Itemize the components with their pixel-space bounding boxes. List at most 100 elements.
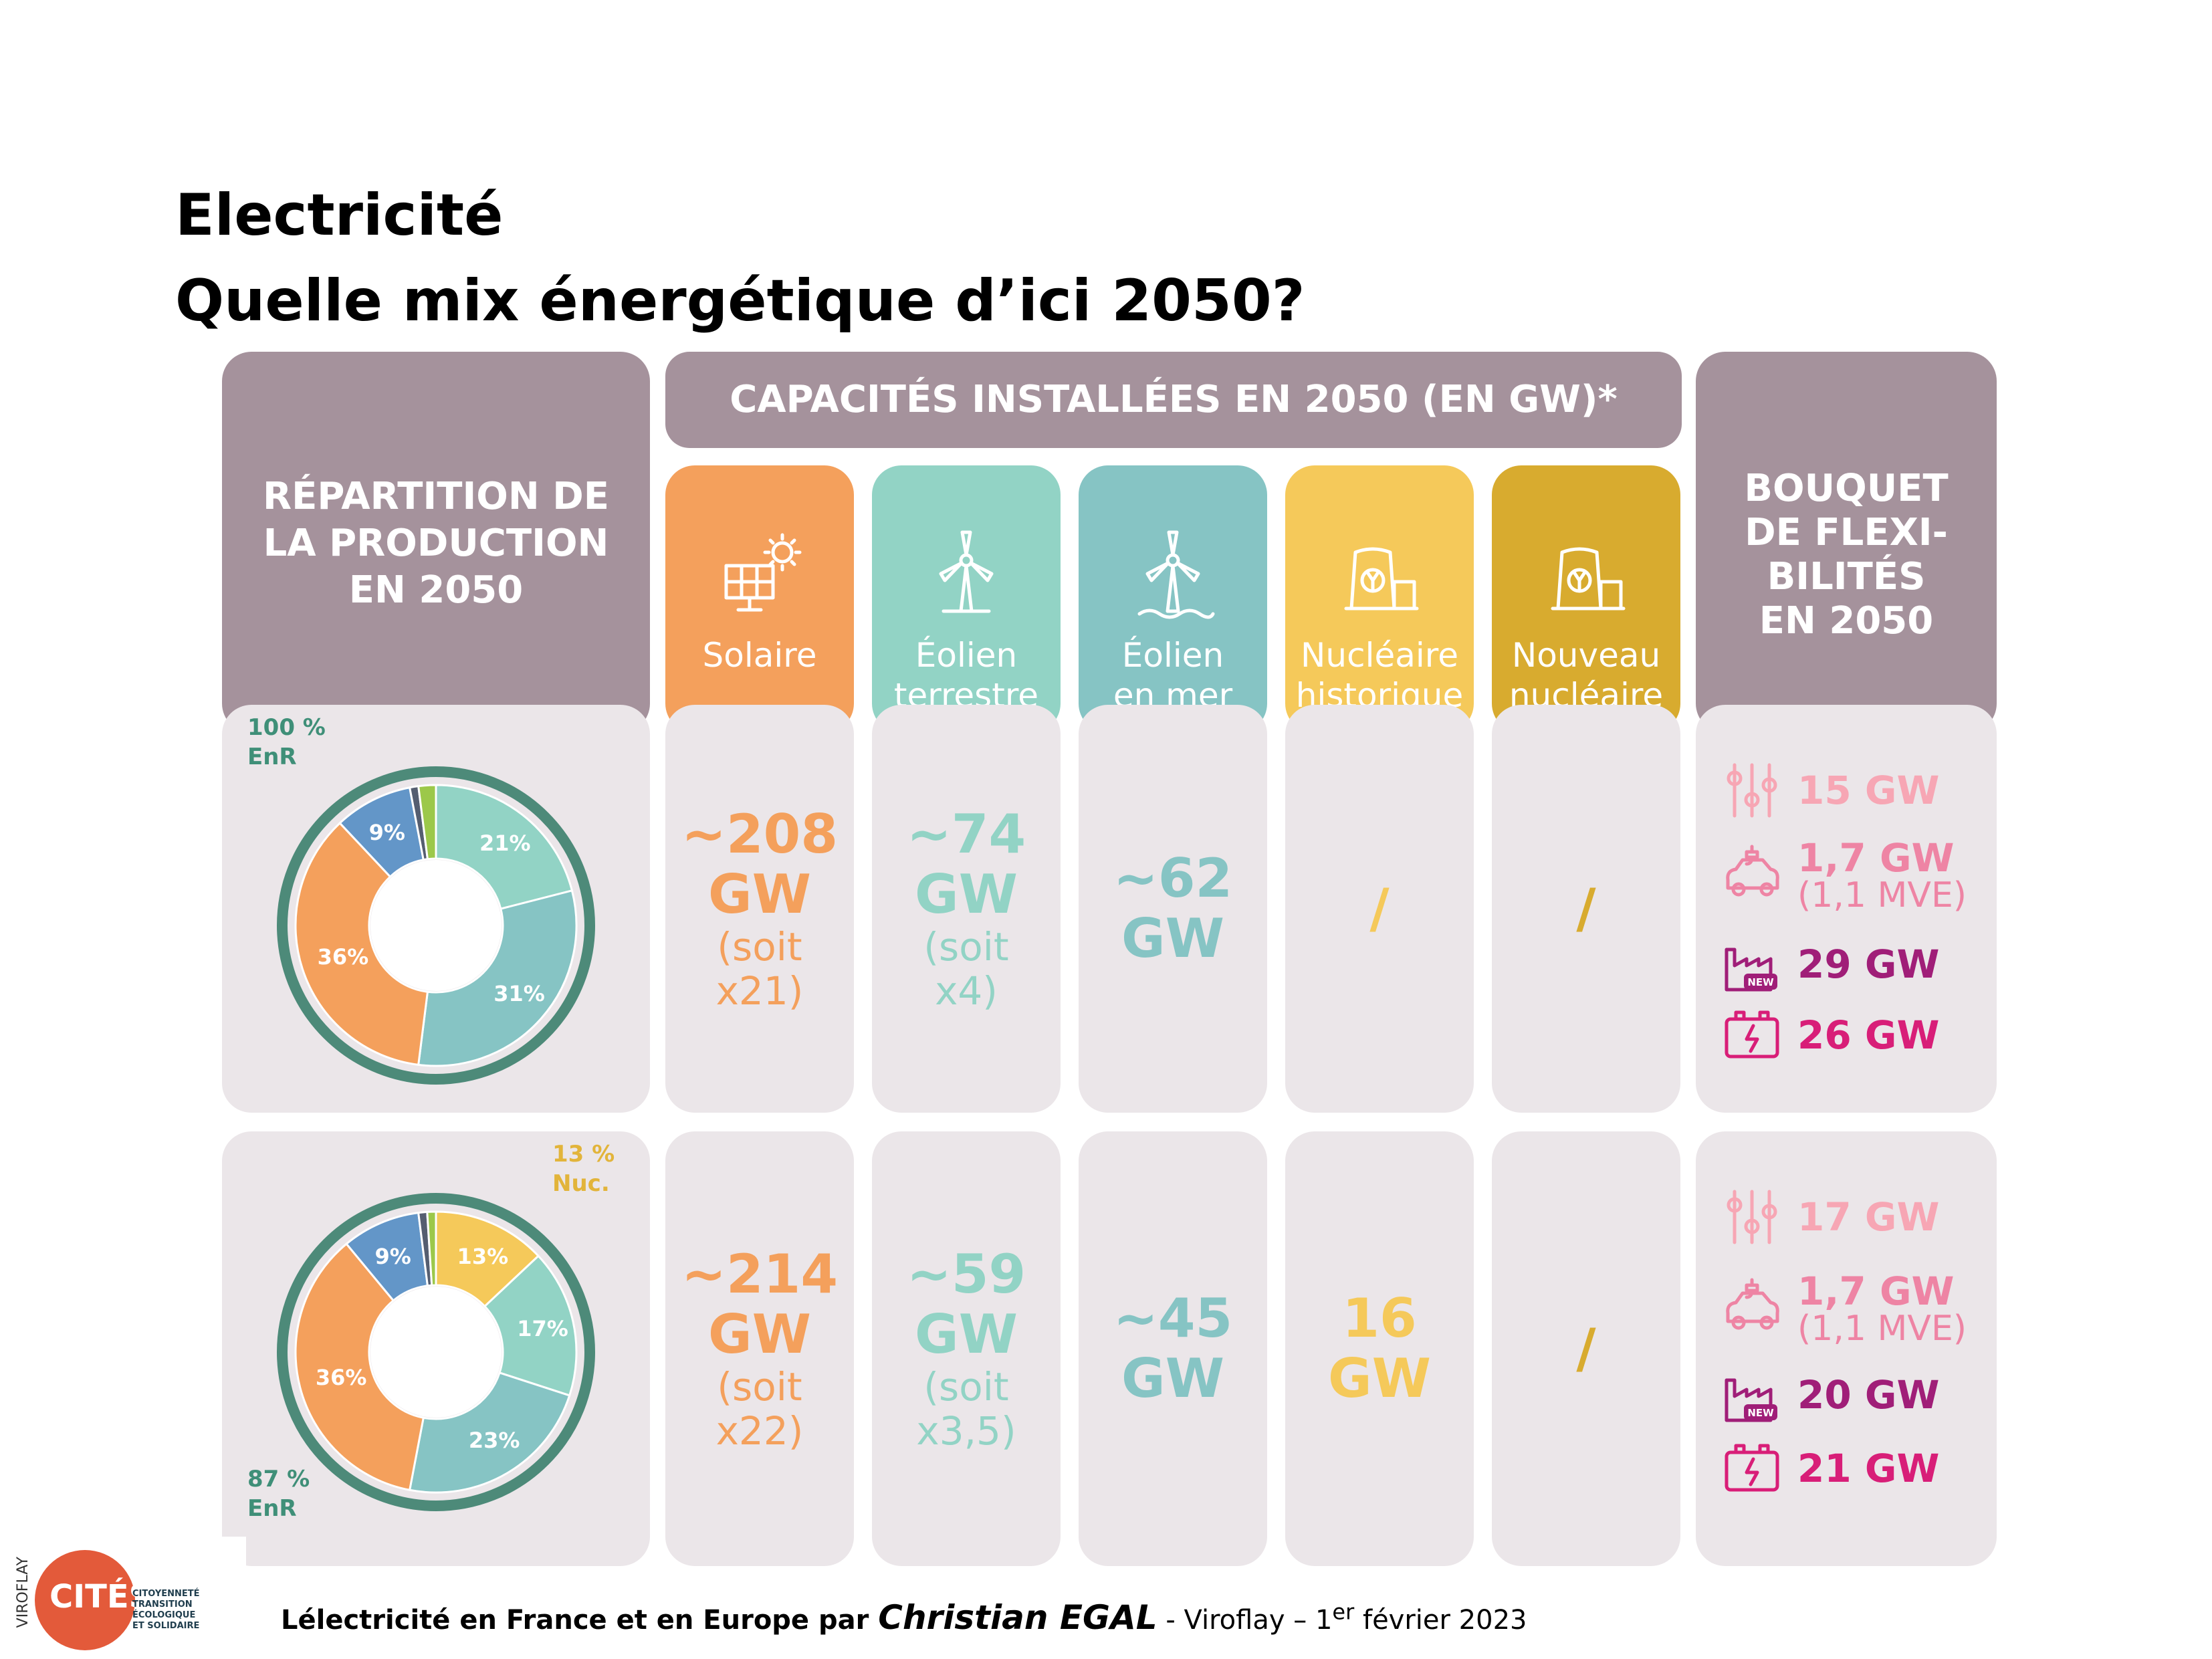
slide-title-line2: Quelle mix énergétique d’ici 2050? <box>175 267 1305 334</box>
capacity-unit: GW <box>1121 1347 1224 1410</box>
donut-slice-label: 36% <box>317 944 369 970</box>
donut-slice-label: 23% <box>468 1428 520 1454</box>
flexibility-value: 17 GW <box>1797 1194 1940 1240</box>
donut-slice <box>417 784 437 861</box>
donut-slice-label: 13% <box>457 1243 509 1269</box>
production-donut-1 <box>277 1193 595 1511</box>
capacity-value: / <box>1492 879 1680 939</box>
logo-name: CITÉS <box>49 1578 152 1616</box>
donut-annotation-nuclear: 13 % Nuc. <box>552 1139 615 1198</box>
capacity-cell-2: ~62 GW <box>1079 705 1267 1113</box>
flexibility-card-1: 17 GW 1,7 GW (1,1 MVE) NEW 20 GW 21 GW <box>1696 1131 1997 1566</box>
flexibility-item: 1,7 GW (1,1 MVE) <box>1720 839 1967 913</box>
capacity-ratio-line1: (soit <box>717 924 802 970</box>
ev-charging-icon <box>1726 845 1779 897</box>
donut-hole <box>370 1287 502 1418</box>
category-label-line1: Éolien <box>1121 636 1224 675</box>
donut-slice-label: 9% <box>374 1243 411 1269</box>
flexibility-text: 1,7 GW (1,1 MVE) <box>1797 839 1967 913</box>
capacity-main: 16 <box>1342 1287 1417 1349</box>
flexibility-text: 17 GW <box>1797 1198 1940 1236</box>
capacity-main: ~74 <box>906 803 1026 865</box>
flexibility-text: 21 GW <box>1797 1449 1940 1488</box>
capacity-cell-0: ~208 GW (soit x21) <box>665 705 854 1113</box>
capacity-ratio-line1: (soit <box>717 1364 802 1410</box>
category-label-line1: Nouveau <box>1511 636 1661 675</box>
flexibility-item: 26 GW <box>1720 1003 1940 1067</box>
production-donut-0 <box>277 766 595 1085</box>
capacity-value: ~62 GW <box>1079 849 1267 969</box>
capacity-ratio-line1: (soit <box>923 924 1009 970</box>
flexibility-sub: (1,1 MVE) <box>1797 1309 1967 1349</box>
slide-title-line1: Electricité <box>175 182 504 249</box>
capacity-ratio-line2: x21) <box>715 968 804 1014</box>
donut-hole <box>370 860 502 991</box>
sliders-icon <box>1727 763 1777 818</box>
category-label: Solaire <box>665 635 854 675</box>
footer-sup: er <box>1332 1599 1355 1625</box>
flexibility-value: 21 GW <box>1797 1446 1940 1491</box>
donut-slice <box>294 821 429 1067</box>
svg-text:NEW: NEW <box>1747 976 1774 988</box>
footer: Lélectricité en France et en Europe par … <box>274 1595 1534 1640</box>
flexibility-text: 20 GW <box>1797 1375 1940 1414</box>
donut-slice <box>483 1254 578 1397</box>
category-label-line1: Solaire <box>702 636 817 675</box>
nuclear-plant-icon <box>1344 547 1419 611</box>
flexibility-sub: (1,1 MVE) <box>1797 875 1967 915</box>
capacity-value: / <box>1492 1319 1680 1379</box>
flexibility-item: NEW 29 GW <box>1720 932 1940 996</box>
capacity-unit: GW <box>708 1303 811 1365</box>
cites-logo: VIROFLAY CITÉS CITOYENNETÉ TRANSITION ÉC… <box>5 1537 246 1657</box>
logo-town: VIROFLAY <box>15 1557 31 1628</box>
flexibility-value: 1,7 GW <box>1797 835 1955 881</box>
capacity-cell-4: / <box>1492 1131 1680 1566</box>
capacity-main: / <box>1576 877 1596 939</box>
capacity-cell-2: ~45 GW <box>1079 1131 1267 1566</box>
logo-tagline: CITOYENNETÉ TRANSITION ÉCOLOGIQUE ET SOL… <box>132 1589 200 1631</box>
donut-slice <box>435 784 574 910</box>
logo-circle <box>35 1550 135 1650</box>
flexibility-text: 26 GW <box>1797 1016 1940 1055</box>
flexibility-value: 29 GW <box>1797 942 1940 987</box>
footer-place: - Viroflay – 1 <box>1157 1605 1333 1636</box>
capacity-cell-3: 16 GW <box>1285 1131 1474 1566</box>
donut-annotation-line2: Nuc. <box>552 1170 610 1197</box>
flexibility-item: 1,7 GW (1,1 MVE) <box>1720 1272 1967 1347</box>
flexibility-card-0: 15 GW 1,7 GW (1,1 MVE) NEW 29 GW 26 GW <box>1696 705 1997 1113</box>
flexibility-item: 17 GW <box>1720 1185 1940 1249</box>
capacity-main: / <box>1576 1317 1596 1379</box>
capacity-value: ~214 GW (soit x22) <box>665 1243 854 1454</box>
category-card-0: Solaire <box>665 465 854 733</box>
capacity-value: 16 GW <box>1285 1289 1474 1409</box>
flexibility-item: NEW 20 GW <box>1720 1363 1940 1427</box>
capacity-cell-3: / <box>1285 705 1474 1113</box>
capacity-main: ~45 <box>1113 1287 1233 1349</box>
capacity-ratio-line2: x4) <box>935 968 998 1014</box>
flexibility-item: 21 GW <box>1720 1436 1940 1501</box>
sliders-icon <box>1727 1190 1777 1244</box>
category-card-1: Éolien terrestre <box>872 465 1061 733</box>
donut-slice <box>294 1242 425 1492</box>
capacity-cell-1: ~59 GW (soit x3,5) <box>872 1131 1061 1566</box>
donut-ring <box>277 1193 595 1511</box>
capacity-unit: GW <box>915 863 1018 925</box>
capacity-value: / <box>1285 879 1474 939</box>
capacity-cell-4: / <box>1492 705 1680 1113</box>
capacity-value: ~45 GW <box>1079 1289 1267 1409</box>
capacity-unit: GW <box>708 863 811 925</box>
donut-ring <box>277 766 595 1085</box>
category-label-line1: Nucléaire <box>1301 636 1458 675</box>
svg-text:NEW: NEW <box>1747 1407 1774 1419</box>
capacity-main: ~59 <box>906 1243 1026 1305</box>
donut-annotation-line2: EnR <box>247 1495 297 1522</box>
footer-prefix: Lélectricité en France et en Europe par <box>281 1605 879 1636</box>
donut-annotation-line2: EnR <box>247 744 297 770</box>
header-flexibility-bouquet: BOUQUET DE FLEXI- BILITÉS EN 2050 <box>1696 352 1997 733</box>
donut-slice <box>435 1210 540 1308</box>
category-label-line1: Éolien <box>915 636 1018 675</box>
capacity-main: ~62 <box>1113 847 1233 909</box>
capacity-main: ~214 <box>681 1243 839 1305</box>
flexibility-value: 1,7 GW <box>1797 1268 1955 1314</box>
factory-icon: NEW <box>1725 948 1777 992</box>
